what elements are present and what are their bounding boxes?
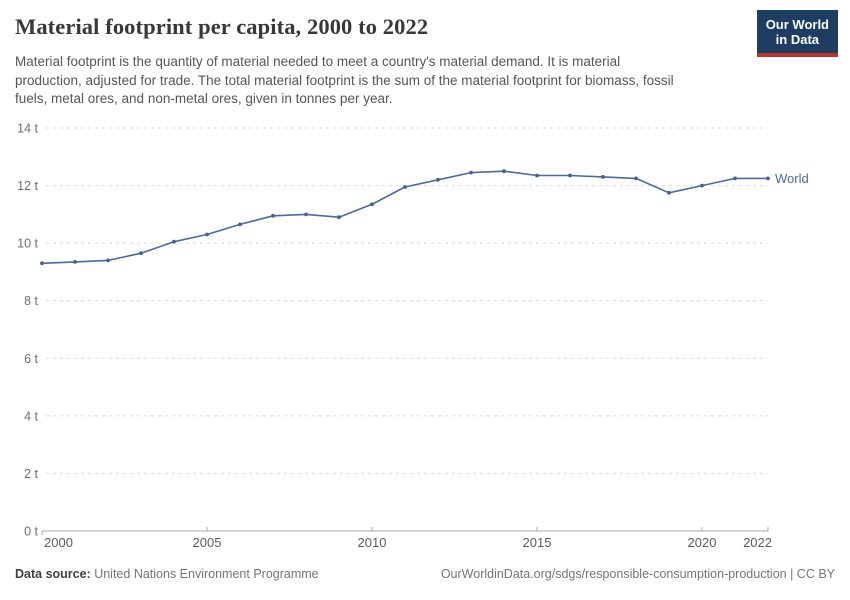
data-source-value: United Nations Environment Programme — [90, 567, 319, 581]
x-axis-tick-label: 2000 — [44, 535, 73, 550]
x-axis-tick-label: 2022 — [743, 535, 772, 550]
chart-subtitle: Material footprint is the quantity of ma… — [15, 53, 775, 109]
y-axis-tick-label: 10 t — [17, 237, 38, 251]
subtitle-line: fuels, metal ores, and non-metal ores, g… — [15, 91, 393, 106]
data-source: Data source: United Nations Environment … — [15, 567, 319, 581]
license-link[interactable]: OurWorldinData.org/sdgs/responsible-cons… — [440, 567, 835, 581]
line-chart-canvas[interactable]: 0 t 2 t 4 t 6 t 8 t 10 t 12 t 14 t 2000 2005 2010 2… — [0, 112, 850, 560]
series-label-world[interactable]: World — [775, 171, 809, 186]
y-axis-tick-label: 12 t — [17, 179, 38, 193]
data-point[interactable] — [733, 176, 737, 181]
x-axis-tick-label: 2015 — [523, 535, 552, 550]
data-point[interactable] — [601, 175, 605, 179]
data-point[interactable] — [568, 173, 572, 178]
subtitle-line: production, adjusted for trade. The tota… — [15, 72, 674, 88]
data-point[interactable] — [73, 260, 77, 264]
x-axis-tick-label: 2005 — [193, 535, 222, 550]
data-point[interactable] — [172, 239, 176, 244]
x-axis-tick-label: 2010 — [358, 535, 387, 550]
data-point[interactable] — [139, 251, 143, 256]
data-point[interactable] — [700, 183, 704, 188]
data-point[interactable] — [337, 215, 341, 220]
data-point[interactable] — [370, 202, 374, 207]
chart-footer: Data source: United Nations Environment … — [15, 567, 835, 581]
data-point[interactable] — [535, 173, 539, 178]
data-point[interactable] — [271, 213, 275, 218]
y-axis-tick-label: 8 t — [24, 294, 38, 308]
data-point[interactable] — [634, 176, 638, 181]
data-point[interactable] — [304, 212, 308, 217]
chart-title: Material footprint per capita, 2000 to 2… — [15, 14, 429, 39]
data-point[interactable] — [667, 190, 671, 195]
x-axis-tick-label: 2020 — [688, 535, 717, 550]
subtitle-line: Material footprint is the quantity of ma… — [15, 54, 621, 69]
data-point[interactable] — [403, 185, 407, 189]
y-axis-tick-label: 4 t — [24, 409, 38, 423]
data-point[interactable] — [40, 261, 44, 266]
y-axis-tick-label: 14 t — [17, 122, 38, 136]
y-axis-tick-label: 0 t — [24, 525, 38, 539]
data-point[interactable] — [502, 169, 506, 174]
owid-logo-line2: in Data — [775, 32, 820, 48]
data-point[interactable] — [766, 176, 770, 181]
data-point[interactable] — [436, 177, 440, 182]
owid-logo-line1: Our World — [765, 17, 829, 32]
owid-logo[interactable]: Our World in Data — [756, 10, 838, 57]
y-axis-tick-label: 2 t — [24, 467, 38, 481]
data-source-label: Data source: — [15, 567, 91, 581]
line-series-world[interactable] — [41, 170, 769, 265]
y-axis-tick-label: 6 t — [24, 352, 38, 366]
data-point[interactable] — [106, 258, 110, 263]
data-point[interactable] — [205, 232, 209, 237]
data-point[interactable] — [238, 222, 242, 227]
data-point[interactable] — [469, 170, 473, 175]
